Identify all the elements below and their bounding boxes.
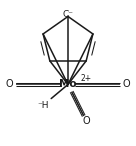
Text: O: O — [82, 116, 90, 126]
Text: O: O — [6, 79, 13, 89]
Text: 2+: 2+ — [81, 74, 92, 83]
Text: Mo: Mo — [58, 79, 76, 89]
Text: C⁻: C⁻ — [63, 10, 73, 19]
Text: ⁻H: ⁻H — [37, 101, 49, 111]
Text: O: O — [123, 79, 130, 89]
